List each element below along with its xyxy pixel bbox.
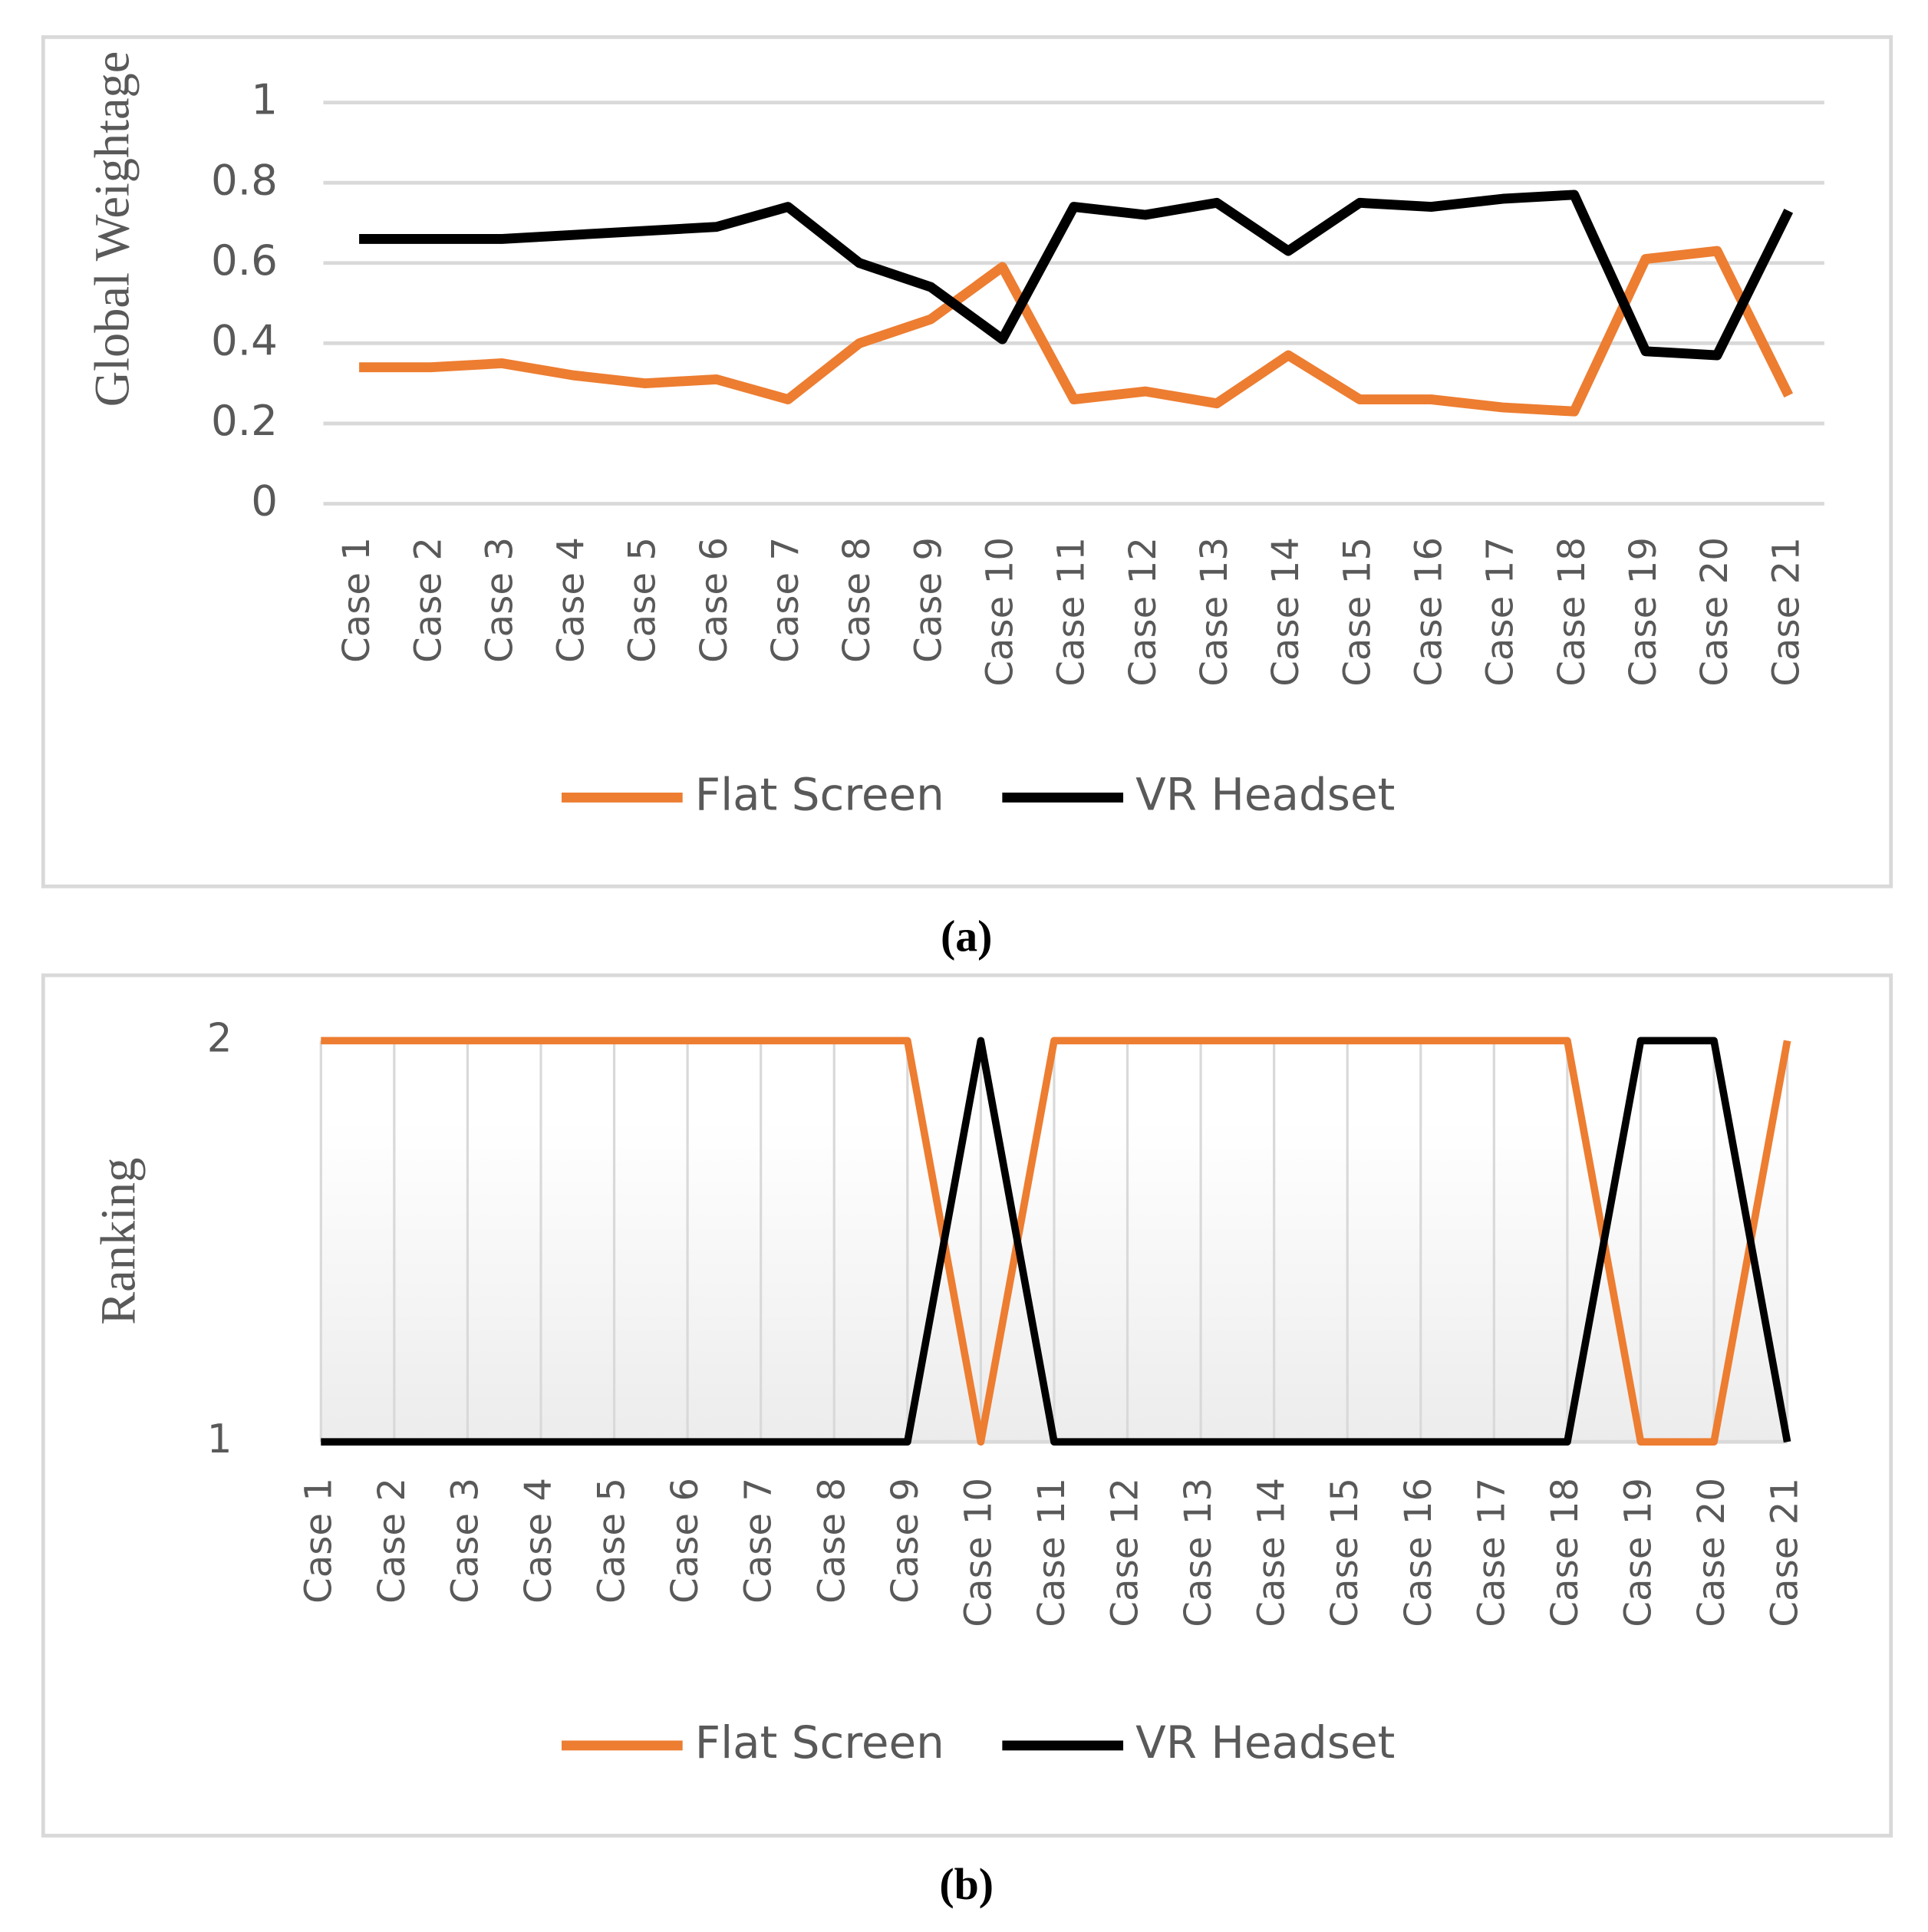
x-tick-label: Case 19	[1617, 1478, 1659, 1627]
x-tick-label: Case 2	[407, 537, 450, 663]
legend-label: Flat Screen	[695, 1716, 944, 1769]
series-line	[359, 190, 1794, 361]
x-tick-label: Case 14	[1264, 537, 1307, 687]
x-tick-label: Case 16	[1407, 537, 1450, 687]
y-tick-label: 0	[251, 476, 278, 526]
x-tick-label: Case 15	[1323, 1478, 1366, 1627]
caption: (b)	[939, 1859, 994, 1909]
x-tick-label: Case 13	[1193, 537, 1236, 687]
series-line	[321, 1037, 1791, 1446]
x-tick-label: Case 2	[371, 1478, 414, 1604]
x-tick-label: Case 3	[478, 537, 521, 663]
caption: (a)	[941, 911, 993, 961]
series-line	[321, 1037, 1791, 1446]
y-tick-label: 2	[207, 1015, 232, 1061]
x-tick-label: Case 4	[550, 537, 593, 663]
x-tick-label: Case 12	[1104, 1478, 1147, 1627]
x-tick-label: Case 12	[1122, 537, 1165, 687]
x-tick-label: Case 1	[335, 537, 378, 663]
x-tick-label: Case 18	[1551, 537, 1593, 687]
x-tick-label: Case 15	[1336, 537, 1379, 687]
y-tick-label: 1	[207, 1416, 232, 1462]
x-tick-label: Case 11	[1030, 1478, 1073, 1627]
x-tick-label: Case 7	[737, 1478, 780, 1604]
x-tick-label: Case 5	[591, 1478, 634, 1604]
y-tick-label: 0.8	[211, 155, 278, 204]
x-tick-label: Case 8	[810, 1478, 853, 1604]
x-tick-label: Case 8	[835, 537, 878, 663]
x-tick-label: Case 19	[1622, 537, 1665, 687]
x-tick-label: Case 21	[1765, 537, 1808, 687]
x-tick-label: Case 17	[1470, 1478, 1513, 1627]
x-tick-label: Case 10	[979, 537, 1022, 687]
x-tick-label: Case 1	[297, 1478, 340, 1604]
x-tick-label: Case 9	[884, 1478, 927, 1604]
x-tick-label: Case 14	[1251, 1478, 1294, 1627]
x-tick-label: Case 4	[517, 1478, 560, 1604]
x-tick-label: Case 16	[1397, 1478, 1440, 1627]
y-tick-label: 1	[251, 75, 278, 124]
x-tick-label: Case 7	[764, 537, 807, 663]
x-tick-label: Case 6	[693, 537, 736, 663]
x-tick-label: Case 21	[1764, 1478, 1807, 1627]
series-line	[359, 246, 1794, 417]
legend-label: Flat Screen	[695, 769, 944, 821]
y-tick-label: 0.4	[211, 315, 278, 364]
x-tick-label: Case 6	[664, 1478, 707, 1604]
x-tick-label: Case 20	[1693, 537, 1736, 687]
x-tick-label: Case 11	[1050, 537, 1093, 687]
legend-label: VR Headset	[1135, 769, 1395, 821]
chart-frame	[41, 35, 1893, 889]
x-tick-label: Case 17	[1479, 537, 1522, 687]
x-tick-label: Case 5	[621, 537, 664, 663]
legend-label: VR Headset	[1135, 1716, 1395, 1769]
y-tick-label: 0.2	[211, 396, 278, 445]
x-tick-label: Case 20	[1690, 1478, 1733, 1627]
y-axis-title: Global Weightage	[85, 51, 140, 407]
x-tick-label: Case 3	[443, 1478, 486, 1604]
x-tick-label: Case 10	[957, 1478, 1000, 1627]
x-tick-label: Case 18	[1544, 1478, 1587, 1627]
y-tick-label: 0.6	[211, 236, 278, 285]
y-axis-title: Ranking	[91, 1158, 146, 1325]
x-tick-label: Case 13	[1177, 1478, 1220, 1627]
x-tick-label: Case 9	[907, 537, 950, 663]
